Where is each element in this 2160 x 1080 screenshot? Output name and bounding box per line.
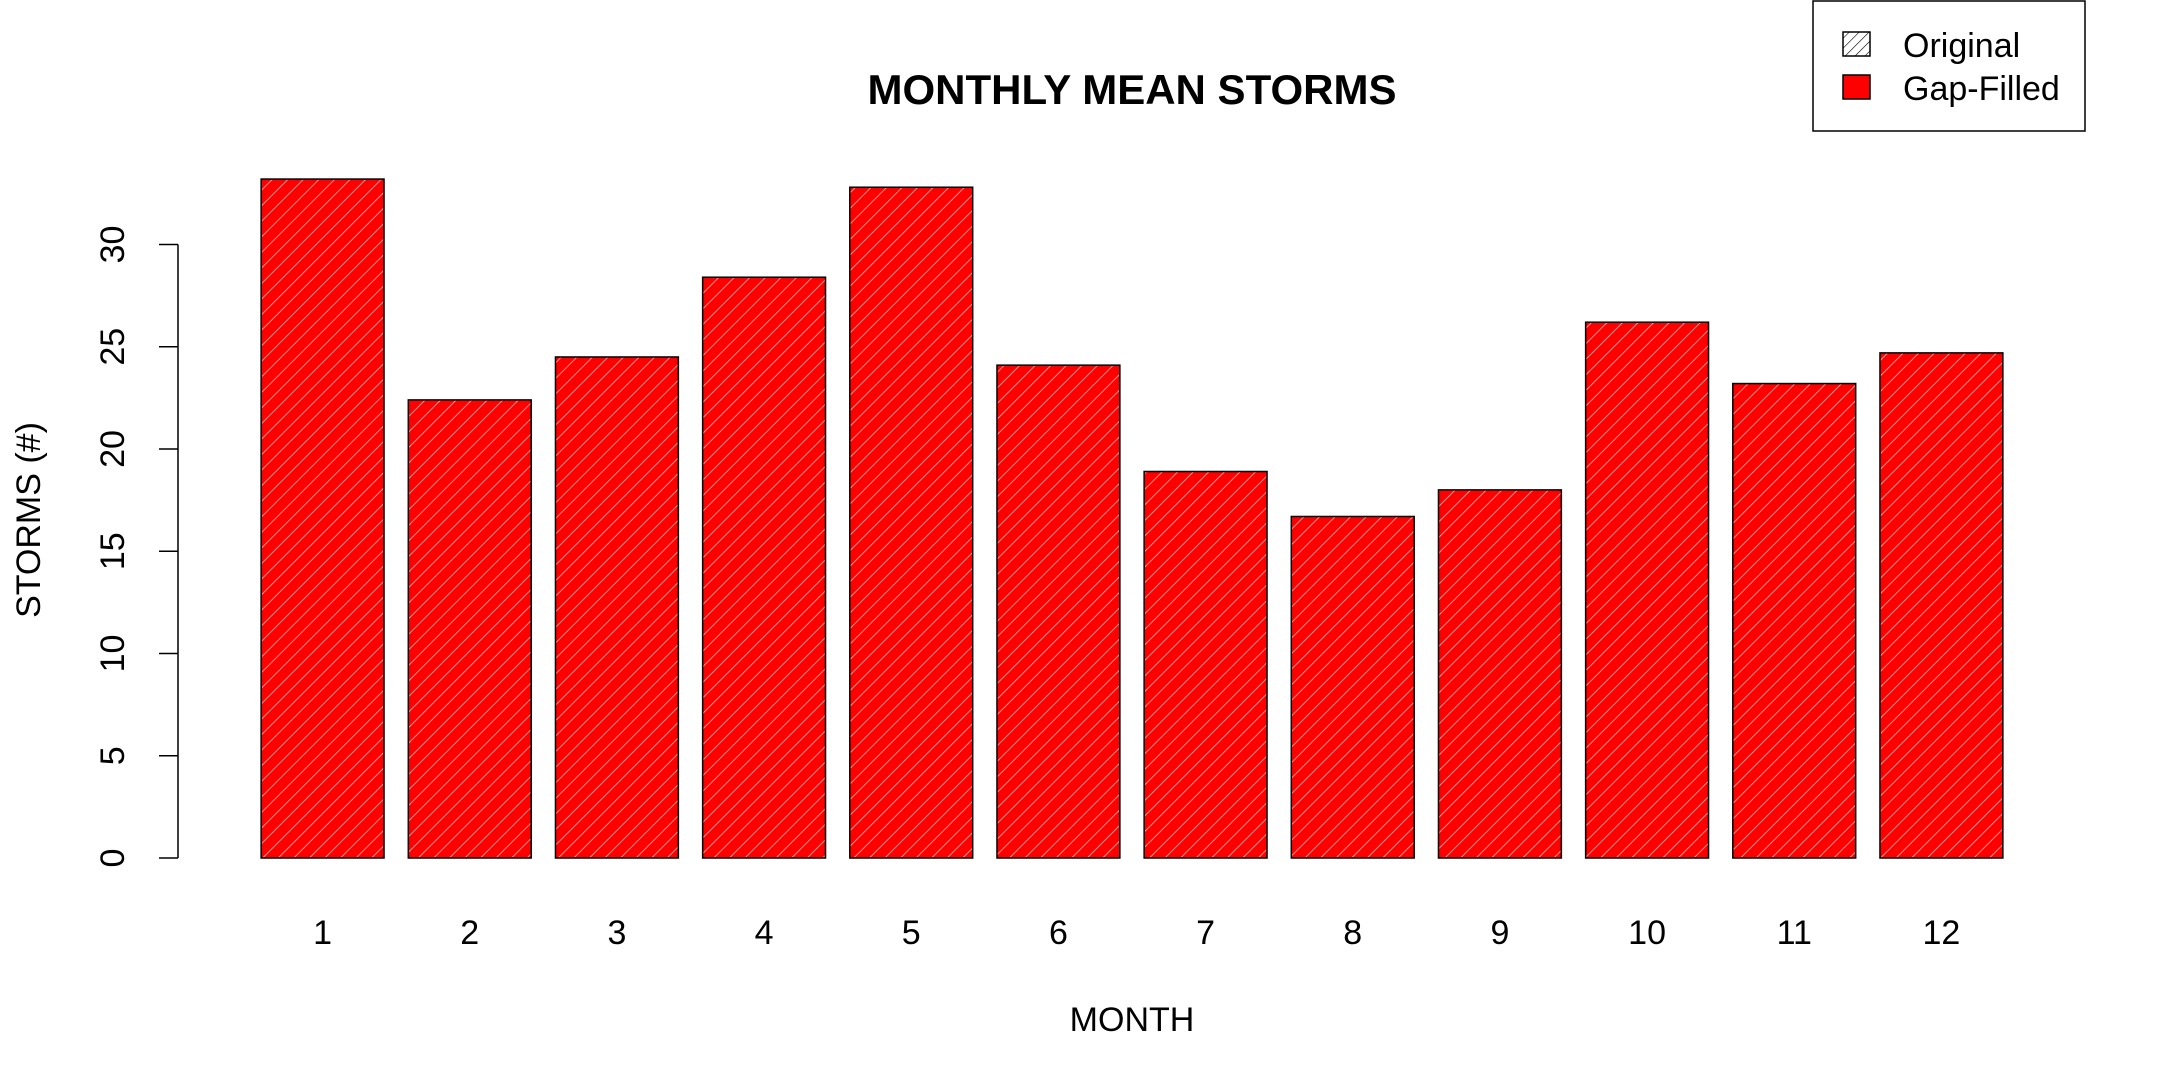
x-tick-label: 5	[902, 914, 921, 952]
y-tick-label: 25	[94, 328, 132, 366]
x-tick-label: 7	[1196, 914, 1215, 952]
legend-label-gap-filled: Gap-Filled	[1903, 70, 2060, 108]
x-tick-label: 2	[460, 914, 479, 952]
y-axis: 0 5 10 15 20 25 30	[94, 226, 179, 868]
legend-swatch-gap-filled	[1842, 74, 1871, 100]
bar-hatch-overlay	[1879, 352, 2004, 859]
bar-hatch-overlay	[1584, 321, 1710, 859]
x-tick-label: 6	[1049, 914, 1068, 952]
bar-hatch-overlay	[554, 356, 680, 859]
x-tick-label: 10	[1628, 914, 1666, 952]
bar-hatch-overlay	[260, 178, 385, 859]
legend-swatch-original	[1842, 31, 1871, 57]
legend-box	[1812, 0, 2086, 132]
y-tick-label: 5	[94, 746, 132, 765]
x-tick-label: 4	[755, 914, 774, 952]
y-tick-label: 20	[94, 430, 132, 468]
x-tick-label: 11	[1777, 914, 1812, 952]
legend: Original Gap-Filled	[1812, 0, 2086, 132]
x-axis-label: MONTH	[1070, 1001, 1195, 1039]
y-tick-label: 0	[94, 849, 132, 868]
x-tick-label: 1	[313, 914, 332, 952]
bars-group	[260, 178, 2004, 859]
x-tick-label: 9	[1490, 914, 1509, 952]
legend-label-original: Original	[1903, 27, 2020, 65]
x-tick-label: 3	[607, 914, 626, 952]
bar-hatch-overlay	[701, 276, 827, 859]
y-tick-label: 10	[94, 635, 132, 673]
y-tick-label: 15	[94, 532, 132, 570]
x-tick-label: 12	[1923, 914, 1961, 952]
bar-hatch-overlay	[407, 399, 532, 859]
bar-hatch-overlay	[849, 186, 974, 859]
bar-hatch-overlay	[1732, 382, 1857, 859]
x-axis-ticks: 1 2 3 4 5 6 7 8 9 10 11 12	[313, 914, 1960, 952]
bar-hatch-overlay	[1437, 489, 1563, 859]
bar-hatch-overlay	[996, 364, 1121, 859]
y-tick-label: 30	[94, 226, 132, 264]
bar-hatch-overlay	[1290, 515, 1415, 859]
chart-title: MONTHLY MEAN STORMS	[868, 66, 1397, 113]
x-tick-label: 8	[1343, 914, 1362, 952]
y-axis-label: STORMS (#)	[10, 422, 48, 618]
bar-hatch-overlay	[1143, 470, 1268, 859]
